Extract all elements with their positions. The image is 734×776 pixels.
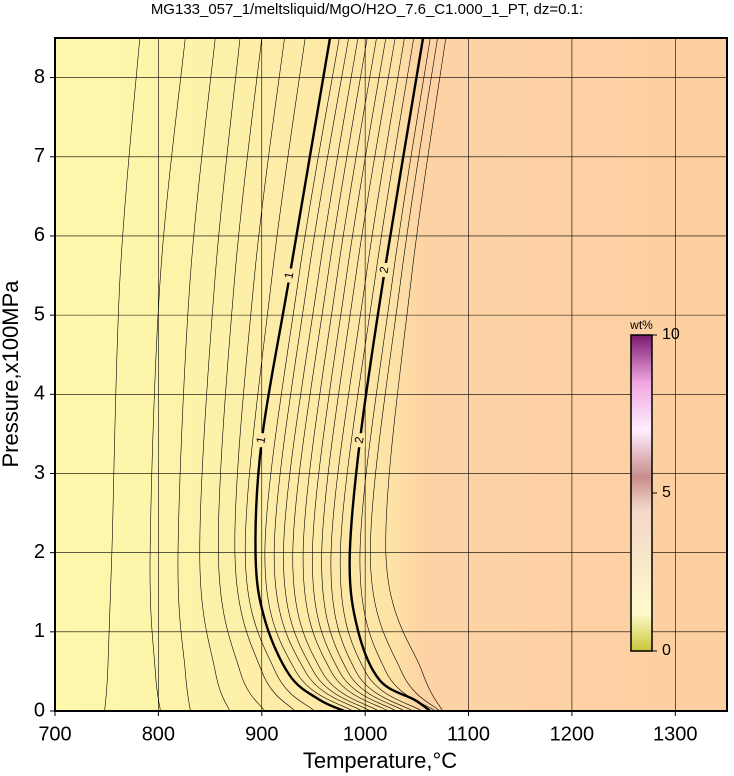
x-tick-label: 1300 [653,723,698,745]
x-tick-label: 1000 [343,723,388,745]
plot-frame [54,37,728,712]
y-tick-label: 0 [34,699,45,721]
x-tick-label: 1100 [447,723,490,745]
y-tick-label: 5 [34,303,45,325]
y-tick-label: 8 [34,66,45,88]
y-tick-label: 4 [34,383,45,405]
colorbar-tick-label: 10 [662,326,680,343]
colorbar-tick-label: 0 [662,642,671,659]
contour [264,37,353,712]
chart-title: MG133_057_1/meltsliquid/MgO/H2O_7.6_C1.0… [151,1,583,18]
y-tick-label: 3 [34,462,45,484]
colorbar-tick-label: 5 [662,484,671,501]
contour [234,37,296,712]
contour [321,37,405,712]
contour-label-bg [379,262,390,277]
y-tick-label: 7 [34,145,45,167]
labeled-contour [254,37,345,713]
contour-label: 2 [352,435,367,444]
x-tick-label: 900 [245,723,278,745]
x-axis-label: Temperature,°C [303,748,457,773]
x-tick-label: 800 [142,723,175,745]
contour-label-bg [284,268,295,283]
contour [312,37,397,712]
contour [199,37,241,712]
x-tick-label: 700 [38,723,71,745]
contour [244,37,315,712]
contour-label-bg [354,433,365,448]
labeled-contour [348,37,431,712]
contour [385,37,447,712]
plot-area [55,38,727,711]
contour [104,37,141,712]
contour [283,37,371,712]
contour-label: 1 [281,271,296,280]
contour [273,37,363,712]
y-tick-label: 2 [34,541,45,563]
contour-label: 2 [377,265,392,274]
colorbar [630,334,653,652]
y-tick-label: 6 [34,224,45,246]
contour [370,37,440,712]
y-tick-label: 1 [34,620,45,642]
contour [359,37,436,712]
contour [218,37,266,712]
contour [177,37,216,712]
contour [292,37,379,712]
contour-label-bg [256,433,267,448]
y-axis-label: Pressure,x100MPa [0,280,23,468]
contour [330,37,413,712]
contour [339,37,423,712]
x-tick-label: 1200 [550,723,595,745]
contour [302,37,389,712]
contour [149,37,186,712]
contour-label: 1 [253,435,268,444]
colorbar-label: wt% [629,318,653,332]
